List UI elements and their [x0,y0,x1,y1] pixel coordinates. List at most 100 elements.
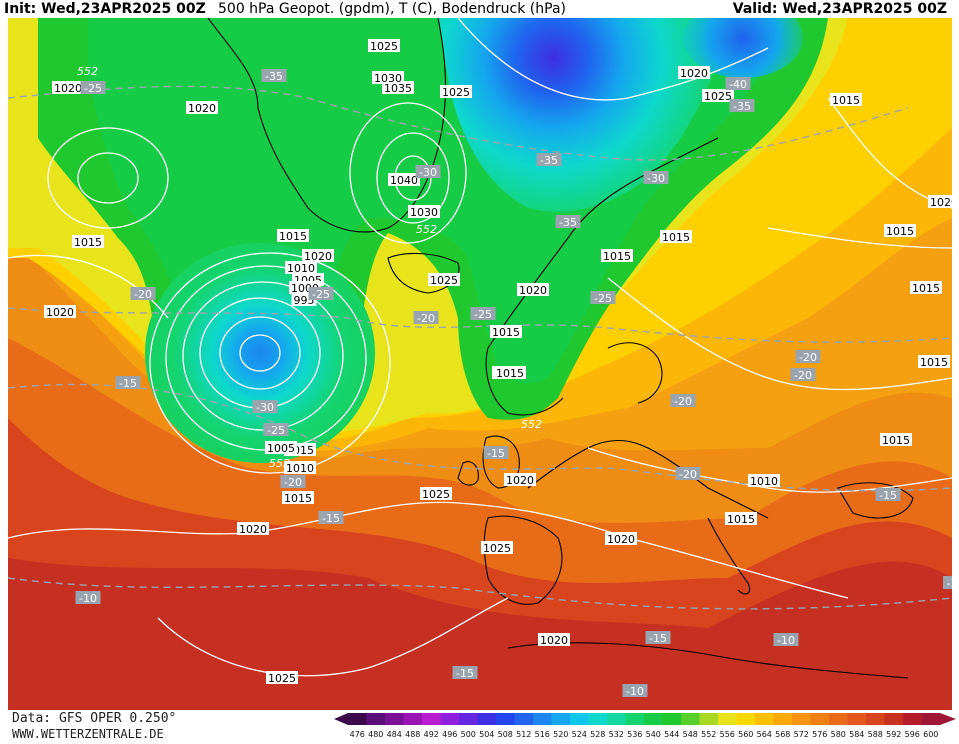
scale-tick-label: 580 [831,730,846,739]
data-source: Data: GFS OPER 0.250° [12,711,177,726]
isotherm-label: -20 [670,394,696,408]
scale-swatch [866,713,885,725]
geopotential-label: 552 [416,223,437,236]
svg-text:1020: 1020 [304,250,332,263]
scale-swatch [810,713,830,725]
isobar-label: 1020 [517,283,549,297]
scale-tick-label: 584 [849,730,864,739]
scale-arrow-right [940,713,956,725]
svg-text:-35: -35 [733,100,751,113]
isobar-label: 1010 [284,461,316,475]
svg-text:1025: 1025 [370,40,398,53]
isobar-label: 1005 [265,441,297,455]
isotherm-label: -30 [252,400,278,414]
isobar-label: 1040 [388,173,420,187]
scale-swatch [884,713,904,725]
isobar-label: 1025 [702,89,734,103]
valid-time: Valid: Wed,23APR2025 00Z [732,1,947,17]
scale-tick-label: 500 [461,730,476,739]
svg-text:1020: 1020 [519,284,547,297]
isotherm-label: -35 [261,69,287,83]
svg-text:1035: 1035 [384,82,412,95]
svg-text:1025: 1025 [268,672,296,685]
geopotential-label: 552 [521,418,542,431]
ireland [457,461,479,486]
scale-swatch [699,713,719,725]
svg-text:-30: -30 [256,401,274,414]
baltic-coast [607,342,663,404]
norway-coast [485,347,564,416]
isobar-low-4 [182,281,344,431]
svg-text:-20: -20 [799,351,817,364]
isotherm-label: -15 [483,446,509,460]
isobar-label: 1020 [605,532,637,546]
scale-swatch [829,713,848,725]
isotherm-label: -25 [308,287,334,301]
isobar-low-1 [239,334,281,372]
svg-text:-25: -25 [312,288,330,301]
svg-text:1015: 1015 [284,492,312,505]
scale-tick-label: 528 [590,730,605,739]
scale-tick-label: 568 [775,730,790,739]
scale-swatch [514,713,534,725]
svg-text:1010: 1010 [750,475,778,488]
scale-tick-label: 488 [405,730,420,739]
svg-text:1030: 1030 [374,72,402,85]
svg-text:1020: 1020 [239,523,267,536]
svg-text:1040: 1040 [390,174,418,187]
scale-swatch [607,713,626,725]
color-scale: 476 480 484 488 492 496 500 504 508 512 516 520 524 5… [334,712,956,740]
svg-text:-1: -1 [947,577,952,590]
scale-tick-label: 588 [868,730,883,739]
isobar-label: 1030 [408,205,440,219]
isobar-label: 1015 [72,235,104,249]
scale-tick-label: 536 [627,730,642,739]
isotherm-label: -20 [795,350,821,364]
svg-text:-20: -20 [679,468,697,481]
isobar-label: 1015 [490,325,522,339]
scale-swatch [570,713,589,725]
isotherm-label: -30 [643,171,669,185]
isobar-label: 1020 [186,101,218,115]
svg-text:-20: -20 [794,369,812,382]
isobar-label: 1020 [302,249,334,263]
isobar-label: 1020 [678,66,710,80]
isobar-label: 1010 [748,474,780,488]
isotherm-1 [8,85,909,161]
svg-text:1015: 1015 [279,230,307,243]
scale-tick-label: 496 [442,730,457,739]
isobar-label: 1015 [918,355,950,369]
svg-text:-35: -35 [559,216,577,229]
isobar-label: 1015 [884,224,916,238]
isobar-label: 1015 [494,366,526,380]
svg-text:1010: 1010 [287,262,315,275]
isotherm-label: -40 [725,77,751,91]
scale-swatch [903,713,922,725]
isobar-label: 1020 [52,81,84,95]
isobar-label: 1015 [725,512,757,526]
isobar-label: 1025 [481,541,513,555]
scale-swatch [496,713,515,725]
scale-tick-label: 576 [812,730,827,739]
svg-text:1015: 1015 [74,236,102,249]
scale-tick-label: 508 [498,730,513,739]
scale-tick-label: 592 [886,730,901,739]
isobar-label: 1015 [910,281,942,295]
svg-text:1020: 1020 [46,306,74,319]
svg-text:-15: -15 [879,489,897,502]
isobar-label: 1020 [504,473,536,487]
svg-text:-35: -35 [540,154,558,167]
iberia-coast [483,515,563,605]
isobar-label: 1035 [382,81,414,95]
scale-tick-label: 512 [516,730,531,739]
isobar-label: 1025 [368,39,400,53]
svg-text:-10: -10 [626,685,644,698]
svg-text:1025: 1025 [483,542,511,555]
svg-text:1010: 1010 [286,462,314,475]
black-sea [837,482,914,519]
isobar-label: 1025 [420,487,452,501]
isobar-europe-2 [587,447,952,493]
scale-tick-label: 504 [479,730,494,739]
isotherm-label: -20 [280,475,306,489]
isotherm-label: -25 [263,423,289,437]
